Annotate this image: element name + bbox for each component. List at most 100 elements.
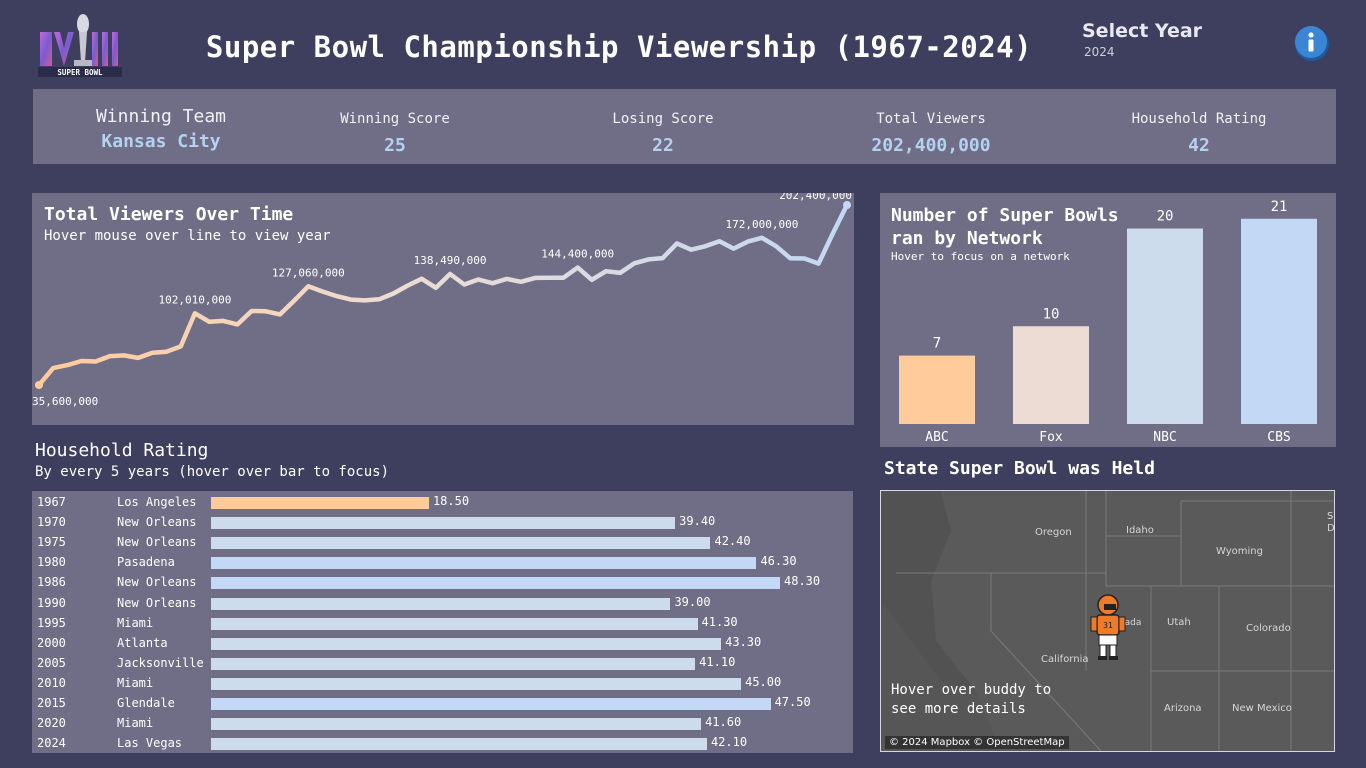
select-year-dropdown[interactable]: 2024 [1084, 45, 1115, 59]
map-label: Colorado [1246, 623, 1291, 634]
map-label: New Mexico [1232, 703, 1292, 714]
network-bar-fox[interactable] [1013, 326, 1089, 424]
rating-year: 2000 [37, 635, 66, 650]
rating-row[interactable]: 1980 Pasadena 46.30 [32, 552, 853, 572]
rating-row[interactable]: 2020 Miami 41.60 [32, 713, 853, 733]
rating-row[interactable]: 2010 Miami 45.00 [32, 673, 853, 693]
rating-bar[interactable] [211, 577, 780, 590]
rating-value: 39.00 [674, 594, 711, 609]
rating-value: 18.50 [432, 494, 470, 508]
kpi-band: Winning Team Kansas City Winning Score 2… [33, 89, 1336, 164]
rating-city: Miami [117, 675, 154, 690]
rating-value: 41.10 [699, 654, 736, 669]
info-button[interactable] [1292, 24, 1330, 62]
map-credit[interactable]: © 2024 Mapbox © OpenStreetMap [885, 736, 1069, 749]
map-label: Oregon [1035, 527, 1072, 538]
kpi-value: Kansas City [101, 131, 221, 152]
kpi-label: Winning Score [340, 111, 450, 127]
rating-city: New Orleans [117, 575, 197, 590]
kpi-value: 22 [652, 135, 674, 156]
kpi-winning-score: Winning Score 25 [305, 111, 485, 156]
network-category-label: Fox [1039, 430, 1063, 445]
rating-row[interactable]: 1990 New Orleans 39.00 [32, 593, 853, 613]
chart-title: Number of Super Bowls ran by Network [891, 205, 1119, 249]
rating-year: 1967 [37, 495, 66, 509]
map-hint-line: see more details [891, 701, 1026, 717]
kpi-label: Household Rating [1131, 111, 1267, 127]
map-label: D [1327, 523, 1335, 534]
rating-bar[interactable] [211, 617, 698, 630]
kpi-label: Losing Score [612, 111, 714, 127]
rating-bar[interactable] [211, 698, 771, 710]
rating-row[interactable]: 1967 Los Angeles 18.50 [32, 492, 853, 512]
map-label: California [1041, 654, 1089, 665]
viewers-data-label: 144,400,000 [541, 248, 614, 261]
map-borders [881, 491, 1334, 751]
kpi-value: 25 [384, 135, 406, 156]
viewers-series-line[interactable] [36, 202, 850, 388]
network-category-label: ABC [925, 430, 948, 445]
rating-year: 1995 [37, 615, 66, 630]
rating-row[interactable]: 1986 New Orleans 48.30 [32, 572, 853, 592]
rating-row[interactable]: 2000 Atlanta 43.30 [32, 633, 853, 653]
network-bar-nbc[interactable] [1127, 228, 1203, 424]
rating-row[interactable]: 1975 New Orleans 42.40 [32, 532, 853, 552]
rating-row[interactable]: 2015 Glendale 47.50 [32, 693, 853, 713]
map-label: Idaho [1126, 525, 1154, 536]
chart-subtitle: Hover mouse over line to view year [44, 228, 331, 244]
state-map[interactable]: Oregon Idaho Wyoming Utah Colorado Calif… [880, 490, 1335, 752]
rating-year: 2020 [37, 716, 66, 731]
viewers-data-label: 202,400,000 [779, 193, 852, 202]
rating-value: 45.00 [745, 674, 782, 689]
kpi-value: 42 [1188, 135, 1210, 156]
rating-bar[interactable] [211, 537, 711, 550]
rating-year: 1970 [37, 515, 66, 530]
rating-bar[interactable] [211, 597, 671, 610]
rating-year: 1980 [37, 555, 66, 570]
rating-bar[interactable] [211, 557, 757, 570]
rating-bar[interactable] [211, 718, 702, 731]
rating-row[interactable]: 2005 Jacksonville 41.10 [32, 653, 853, 673]
map-hint: Hover over buddy to see more details [891, 681, 1051, 719]
rating-city: Jacksonville [117, 655, 204, 670]
rating-year: 1990 [37, 595, 66, 610]
rating-bar[interactable] [211, 657, 696, 670]
network-bar-abc[interactable] [899, 355, 975, 424]
chart-subtitle: Hover to focus on a network [891, 250, 1070, 263]
line-chart-svg[interactable]: 35,600,000 102,010,000 127,060,000 138,490,… [32, 193, 854, 425]
info-icon [1295, 26, 1329, 61]
map-hint-line: Hover over buddy to [891, 682, 1052, 698]
rating-bar[interactable] [211, 497, 429, 509]
network-value-label: 10 [1043, 306, 1060, 322]
network-bar-chart: Number of Super Bowls ran by Network Hov… [880, 193, 1336, 447]
rating-row[interactable]: 2024 Las Vegas 42.10 [32, 733, 853, 753]
rating-bar[interactable] [211, 677, 742, 690]
kpi-winning-team: Winning Team Kansas City [81, 106, 241, 152]
rating-value: 43.30 [725, 634, 762, 649]
rating-city: Glendale [117, 696, 175, 710]
map-label: S [1327, 511, 1334, 522]
rating-city: Las Vegas [117, 736, 183, 751]
map-label: Wyoming [1216, 546, 1263, 557]
rating-bar[interactable] [211, 517, 676, 530]
rating-city: Miami [117, 615, 154, 630]
rating-bar[interactable] [211, 637, 722, 650]
rating-city: Los Angeles [117, 495, 197, 509]
household-rating-chart: 1967 Los Angeles 18.50 1970 New Orleans 39.40… [32, 491, 853, 753]
rating-year: 2010 [37, 675, 66, 690]
network-bar-cbs[interactable] [1241, 218, 1317, 424]
rating-row[interactable]: 1995 Miami 41.30 [32, 613, 853, 633]
football-player-icon[interactable]: 31 [1088, 594, 1128, 666]
viewers-data-label: 35,600,000 [32, 395, 98, 408]
rating-city: Pasadena [117, 555, 175, 570]
kpi-household-rating: Household Rating 42 [1099, 111, 1299, 156]
rating-row[interactable]: 1970 New Orleans 39.40 [32, 512, 853, 532]
viewers-point[interactable] [35, 381, 43, 389]
viewers-point[interactable] [843, 201, 851, 209]
rating-year: 2015 [37, 696, 66, 710]
network-value-label: 7 [933, 336, 941, 352]
page-title: Super Bowl Championship Viewership (1967… [205, 30, 1033, 64]
rating-bar[interactable] [211, 738, 707, 751]
super-bowl-logo: SUPER BOWL [36, 12, 126, 78]
viewers-data-label: 138,490,000 [414, 254, 487, 267]
